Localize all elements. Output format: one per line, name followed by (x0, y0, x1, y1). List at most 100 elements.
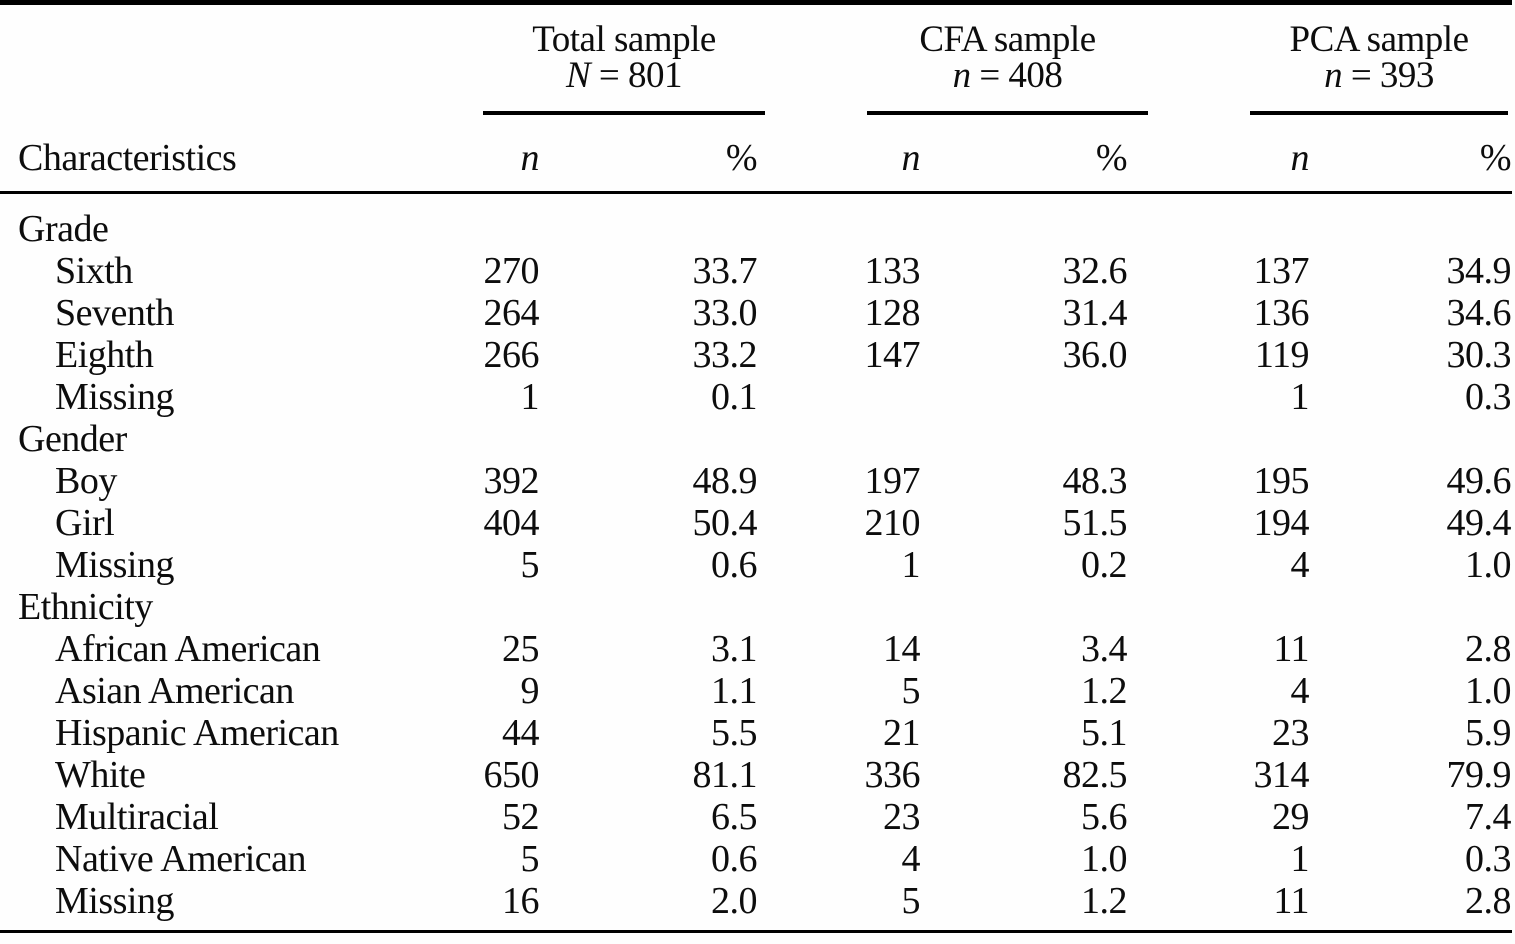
value-cell: 136 (1253, 291, 1310, 334)
group-size-label: n = 408 (952, 55, 1063, 96)
value-cell: 4 (901, 837, 921, 880)
value-cell: 31.4 (1062, 291, 1128, 334)
value-cell: 36.0 (1062, 333, 1128, 376)
value-cell: 25 (502, 627, 540, 670)
value-cell (921, 376, 1128, 418)
value-cell: 1.2 (1081, 879, 1128, 922)
value-cell: 11 (1273, 627, 1309, 670)
value-cell: 79.9 (1446, 753, 1512, 796)
value-cell: 1 (1290, 837, 1310, 880)
value-cell: 210 (864, 501, 921, 544)
group-header-total: Total sample N = 801 (460, 3, 765, 115)
data-row: Girl 404 50.4 210 51.5 194 49.4 (0, 502, 1512, 544)
data-row: Native American 5 0.6 4 1.0 1 0.3 (0, 838, 1512, 880)
group-name-label: PCA sample (1289, 19, 1470, 60)
group-head-block-total: Total sample N = 801 (483, 5, 765, 115)
data-row: Sixth 270 33.7 133 32.6 137 34.9 (0, 250, 1512, 292)
value-cell: 1.0 (1081, 837, 1128, 880)
value-cell: 2.8 (1465, 879, 1512, 922)
value-cell: 33.7 (692, 249, 758, 292)
group-size-label: n = 393 (1324, 55, 1434, 96)
value-cell: 2.8 (1465, 627, 1512, 670)
value-cell: 147 (864, 333, 921, 376)
value-cell: 7.4 (1465, 795, 1512, 838)
value-cell: 119 (1254, 333, 1310, 376)
value-cell: 1 (901, 543, 921, 586)
value-cell: 23 (1272, 711, 1310, 754)
row-label: Missing (55, 543, 174, 586)
value-cell: 270 (483, 249, 540, 292)
value-cell: 137 (1253, 249, 1310, 292)
value-cell: 3.4 (1081, 627, 1128, 670)
data-row: Multiracial 52 6.5 23 5.6 29 7.4 (0, 796, 1512, 838)
group-name-label: CFA sample (919, 19, 1096, 60)
row-label: Multiracial (55, 795, 219, 838)
value-cell: 0.3 (1465, 837, 1512, 880)
sub-header-row: Characteristics n% n% n% (0, 115, 1512, 194)
value-cell: 33.2 (692, 333, 758, 376)
row-label: Girl (55, 501, 115, 544)
subheader-n-pca: n (1128, 115, 1310, 194)
row-label: Eighth (55, 333, 154, 376)
value-cell: 194 (1253, 501, 1310, 544)
group-header-row: Total sample N = 801 CFA sample n = 408 PCA … (0, 3, 1512, 116)
value-cell: 1.1 (711, 669, 758, 712)
n-label: n (1290, 136, 1310, 179)
row-label: Hispanic American (55, 711, 339, 754)
value-cell: 51.5 (1062, 501, 1128, 544)
value-cell: 0.6 (711, 837, 758, 880)
value-cell: 336 (864, 753, 921, 796)
section-label: Grade (18, 207, 109, 250)
subheader-pct-cfa: % (921, 115, 1128, 194)
subheader-n-total: n (460, 115, 540, 194)
value-cell: 2.0 (711, 879, 758, 922)
data-row: Boy 392 48.9 197 48.3 195 49.6 (0, 460, 1512, 502)
value-cell: 5.9 (1465, 711, 1512, 754)
sample-size-variable: n (1324, 55, 1343, 96)
value-cell: 32.6 (1062, 249, 1128, 292)
value-cell: 23 (883, 795, 921, 838)
group-header-cfa: CFA sample n = 408 (758, 3, 1148, 115)
table-header: Total sample N = 801 CFA sample n = 408 PCA … (0, 3, 1512, 194)
row-label: Missing (55, 375, 174, 418)
value-cell: 197 (864, 459, 921, 502)
data-row: Missing 16 2.0 5 1.2 11 2.8 (0, 880, 1512, 932)
data-row: Hispanic American 44 5.5 21 5.1 23 5.9 (0, 712, 1512, 754)
value-cell: 133 (864, 249, 921, 292)
group-head-block-cfa: CFA sample n = 408 (867, 5, 1148, 115)
value-cell: 48.3 (1062, 459, 1128, 502)
value-cell: 44 (502, 711, 540, 754)
value-cell: 5.5 (711, 711, 758, 754)
row-label: White (55, 753, 146, 796)
value-cell: 0.2 (1081, 543, 1128, 586)
group-header-pca: PCA sample n = 393 (1128, 3, 1512, 115)
section-row-ethnicity: Ethnicity (0, 586, 1512, 628)
section-row-grade: Grade (0, 192, 1512, 250)
value-cell: 264 (483, 291, 540, 334)
value-cell: 50.4 (692, 501, 758, 544)
value-cell: 314 (1253, 753, 1310, 796)
subheader-pct-total: % (540, 115, 758, 194)
value-cell (758, 376, 921, 418)
data-row: Missing 5 0.6 1 0.2 4 1.0 (0, 544, 1512, 586)
data-row: African American 25 3.1 14 3.4 11 2.8 (0, 628, 1512, 670)
value-cell: 82.5 (1062, 753, 1128, 796)
value-cell: 1 (1290, 375, 1310, 418)
characteristics-header: Characteristics (0, 115, 460, 194)
data-row: Asian American 9 1.1 5 1.2 4 1.0 (0, 670, 1512, 712)
value-cell: 392 (483, 459, 540, 502)
value-cell: 5 (901, 669, 921, 712)
value-cell: 81.1 (692, 753, 758, 796)
n-label: n (901, 136, 921, 179)
row-label: Native American (55, 837, 307, 880)
empty-corner-cell (0, 3, 460, 116)
value-cell: 30.3 (1446, 333, 1512, 376)
value-cell: 1.0 (1465, 669, 1512, 712)
value-cell: 29 (1272, 795, 1310, 838)
subheader-pct-pca: % (1310, 115, 1512, 194)
value-cell: 404 (483, 501, 540, 544)
value-cell: 21 (883, 711, 921, 754)
value-cell: 0.6 (711, 543, 758, 586)
